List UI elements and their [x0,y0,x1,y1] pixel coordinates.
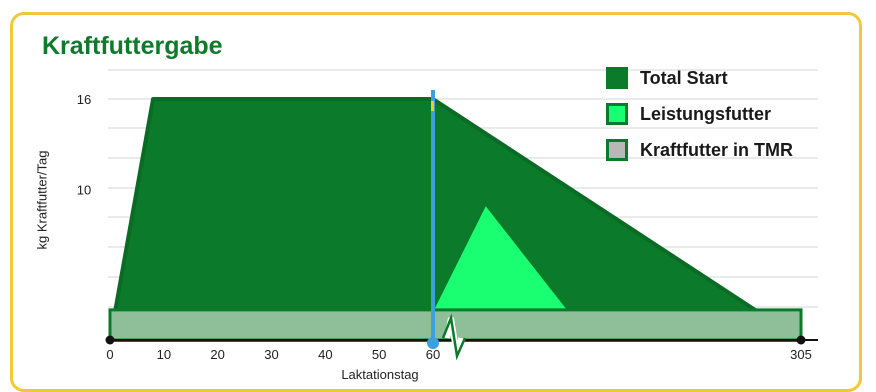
area-chart: 0 10 20 30 40 50 60 305 10 16 [77,69,818,362]
x-tick-label: 40 [318,347,332,362]
end-point [796,335,806,345]
legend-swatch-leistungsfutter [606,103,628,125]
legend-swatch-total-start [606,67,628,89]
legend: Total Start Leistungsfutter Kraftfutter … [606,60,793,168]
legend-label: Kraftfutter in TMR [640,139,793,160]
x-tick-label: 60 [426,347,440,362]
marker-highlight [431,101,434,111]
x-axis-label: Laktationstag [341,367,419,382]
x-tick-label: 20 [210,347,224,362]
y-tick-label: 10 [77,182,91,197]
legend-item-kraftfutter-tmr: Kraftfutter in TMR [606,132,793,168]
legend-item-total-start: Total Start [606,60,793,96]
x-tick-label: 50 [372,347,386,362]
y-axis-label: kg Kraftfutter/Tag [34,150,50,250]
y-tick-label: 16 [77,92,91,107]
day-marker-handle [427,337,439,349]
legend-label: Total Start [640,67,728,88]
legend-swatch-kraftfutter-tmr [606,139,628,161]
x-tick-label: 30 [264,347,278,362]
x-tick-label: 10 [157,347,171,362]
legend-label: Leistungsfutter [640,103,772,124]
chart-title: Kraftfuttergabe [42,32,223,60]
start-point [105,335,115,345]
x-tick-label: 0 [106,347,113,362]
axis-break-marker [441,313,467,361]
x-tick-label: 305 [790,347,812,362]
legend-item-leistungsfutter: Leistungsfutter [606,96,793,132]
